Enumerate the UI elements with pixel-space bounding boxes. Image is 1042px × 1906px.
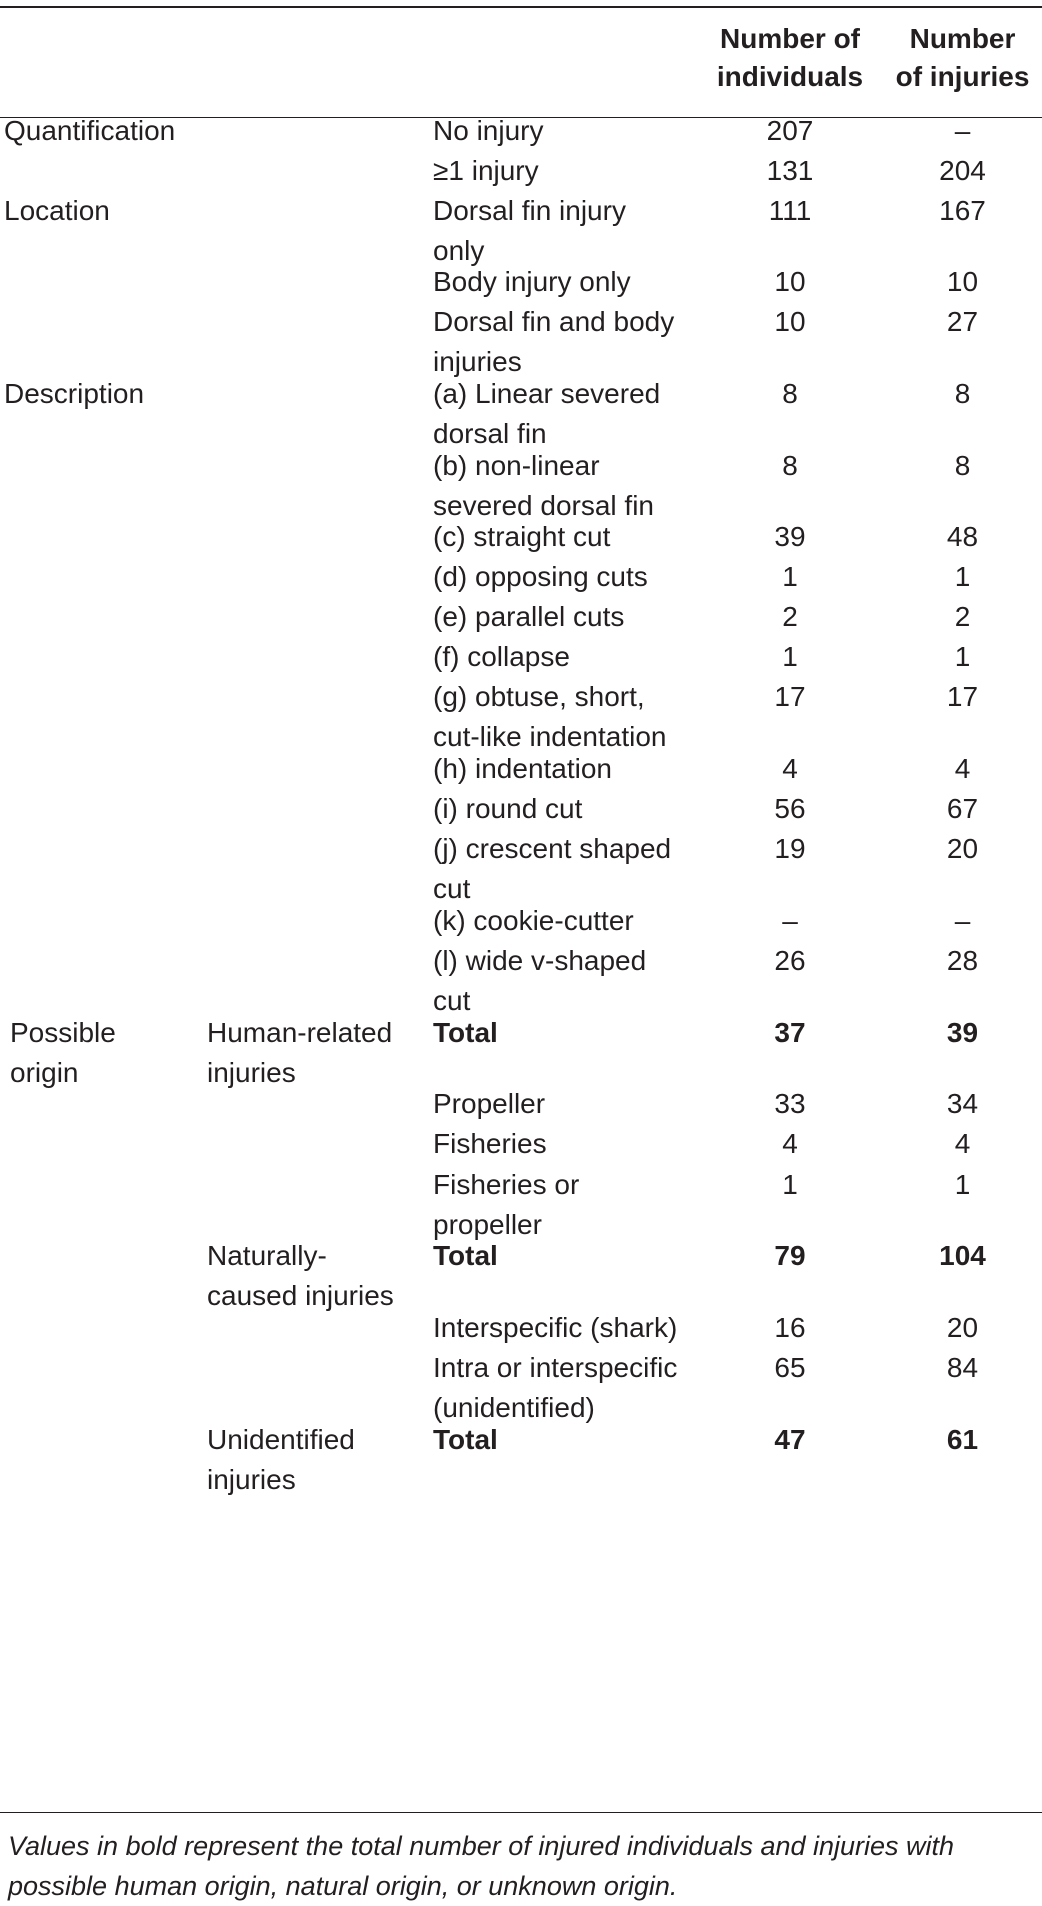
- row-number-of-individuals: 8: [782, 450, 798, 481]
- row-number-of-individuals: 4: [782, 753, 798, 784]
- row-category: Quantification: [4, 115, 176, 146]
- row-number-of-injuries: 34: [946, 1088, 979, 1119]
- row-description: Body injury only: [433, 266, 631, 297]
- row-description: (b) non-linear severed dorsal fin: [433, 450, 655, 521]
- row-number-of-injuries: 8: [954, 450, 971, 481]
- row-description: (g) obtuse, short, cut-like indentation: [433, 681, 667, 752]
- row-number-of-injuries: 27: [946, 306, 979, 337]
- row-number-of-individuals: 111: [768, 195, 812, 226]
- row-description: (d) opposing cuts: [433, 561, 648, 592]
- row-number-of-individuals: 33: [774, 1088, 806, 1119]
- row-description: No injury: [433, 115, 544, 146]
- row-number-of-injuries: 17: [946, 681, 979, 712]
- row-number-of-injuries: 2: [954, 601, 971, 632]
- row-number-of-individuals: 37: [774, 1017, 806, 1048]
- row-number-of-individuals: 10: [774, 266, 806, 297]
- row-description: (l) wide v-shaped cut: [433, 945, 647, 1016]
- row-number-of-individuals: –: [782, 905, 798, 936]
- row-number-of-individuals: 10: [774, 306, 806, 337]
- row-description: (i) round cut: [433, 793, 583, 824]
- row-number-of-injuries: 28: [946, 945, 979, 976]
- row-description: Total: [433, 1240, 498, 1271]
- row-number-of-injuries: 10: [946, 266, 979, 297]
- row-number-of-individuals: 4: [782, 1128, 798, 1159]
- row-description: Fisheries: [433, 1128, 547, 1159]
- row-number-of-individuals: 8: [782, 378, 798, 409]
- row-number-of-individuals: 1: [782, 561, 798, 592]
- row-description: Dorsal fin and body injuries: [433, 306, 675, 377]
- row-category: Description: [4, 378, 145, 409]
- row-subcategory: Unidentified injuries: [207, 1424, 355, 1495]
- row-number-of-injuries: 48: [946, 521, 979, 552]
- row-number-of-injuries: 61: [946, 1424, 979, 1455]
- header-number-of-injuries: Number of injuries: [895, 23, 1030, 92]
- row-number-of-individuals: 56: [774, 793, 806, 824]
- row-number-of-individuals: 19: [774, 833, 806, 864]
- row-number-of-injuries: 1: [954, 1169, 971, 1200]
- row-category: Possible origin: [10, 1017, 116, 1088]
- table-top-rule: [0, 6, 1042, 8]
- row-number-of-individuals: 131: [766, 155, 814, 186]
- row-description: (c) straight cut: [433, 521, 611, 552]
- row-number-of-injuries: 167: [939, 195, 986, 226]
- row-number-of-individuals: 17: [774, 681, 806, 712]
- row-description: Dorsal fin injury only: [433, 195, 626, 266]
- header-rule: [0, 117, 1042, 118]
- row-number-of-injuries: 20: [946, 1312, 979, 1343]
- row-number-of-individuals: 47: [774, 1424, 806, 1455]
- row-number-of-individuals: 79: [774, 1240, 806, 1271]
- row-description: (f) collapse: [433, 641, 570, 672]
- row-number-of-injuries: 4: [954, 753, 971, 784]
- row-number-of-individuals: 16: [774, 1312, 806, 1343]
- row-number-of-individuals: 65: [774, 1352, 806, 1383]
- row-number-of-injuries: 104: [939, 1240, 986, 1271]
- row-description: (e) parallel cuts: [433, 601, 625, 632]
- row-number-of-injuries: 39: [946, 1017, 979, 1048]
- row-number-of-injuries: 204: [939, 155, 986, 186]
- row-number-of-individuals: 2: [782, 601, 798, 632]
- row-number-of-individuals: 39: [774, 521, 806, 552]
- row-number-of-individuals: 207: [766, 115, 814, 146]
- row-description: Total: [433, 1017, 498, 1048]
- row-description: (j) crescent shaped cut: [433, 833, 672, 904]
- row-description: (k) cookie-cutter: [433, 905, 634, 936]
- row-description: Total: [433, 1424, 498, 1455]
- row-number-of-injuries: –: [954, 905, 971, 936]
- row-number-of-individuals: 1: [782, 1169, 798, 1200]
- row-number-of-injuries: 1: [954, 641, 971, 672]
- row-number-of-injuries: 1: [954, 561, 971, 592]
- row-description: ≥1 injury: [433, 155, 539, 186]
- row-number-of-injuries: 4: [954, 1128, 971, 1159]
- header-number-of-individuals: Number of individuals: [716, 23, 864, 92]
- row-description: Fisheries or propeller: [433, 1169, 580, 1240]
- table-bottom-rule: [0, 1812, 1042, 1813]
- row-description: (h) indentation: [433, 753, 613, 784]
- row-description: (a) Linear severed dorsal fin: [433, 378, 661, 449]
- row-number-of-injuries: 8: [954, 378, 971, 409]
- row-description: Intra or interspecific (unidentified): [433, 1352, 678, 1423]
- table-footnote: Values in bold represent the total numbe…: [8, 1831, 955, 1901]
- row-number-of-injuries: –: [954, 115, 971, 146]
- row-number-of-injuries: 67: [946, 793, 979, 824]
- row-number-of-individuals: 26: [774, 945, 806, 976]
- row-description: Propeller: [433, 1088, 546, 1119]
- row-number-of-individuals: 1: [782, 641, 798, 672]
- row-subcategory: Naturally- caused injuries: [207, 1240, 394, 1311]
- row-category: Location: [4, 195, 110, 226]
- row-subcategory: Human-related injuries: [207, 1017, 393, 1088]
- row-number-of-injuries: 84: [946, 1352, 979, 1383]
- row-number-of-injuries: 20: [946, 833, 979, 864]
- row-description: Interspecific (shark): [433, 1312, 678, 1343]
